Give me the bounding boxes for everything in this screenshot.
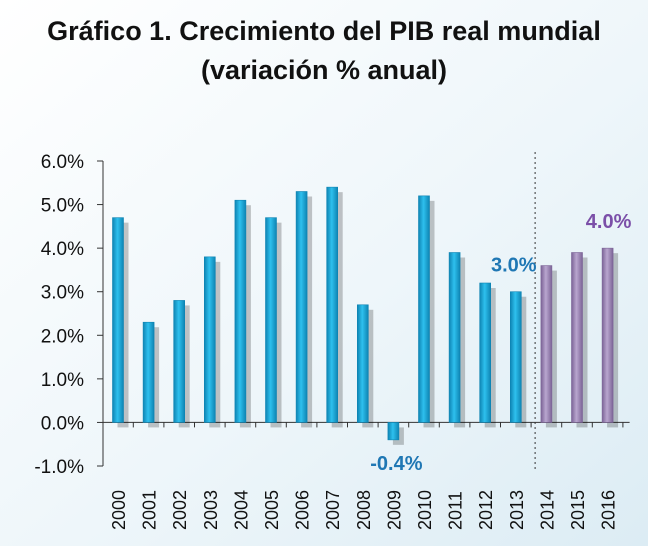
x-tick-label: 2015 [568,490,588,530]
bar-2011 [448,252,461,423]
x-tick-label: 2008 [354,490,374,530]
y-tick-label: 4.0% [41,239,84,260]
data-label-2009: -0.4% [370,453,422,475]
bar-2010 [418,195,430,423]
x-tick-label: 2000 [109,490,129,530]
y-tick-label: 0.0% [41,413,84,434]
bar-2005 [265,217,277,423]
bar-2007 [326,186,339,423]
bar-2015 [571,252,583,423]
bar-2013 [509,291,522,423]
x-tick-label: 2006 [293,490,313,530]
bar-2001 [142,321,155,423]
x-tick-label: 2011 [446,491,466,530]
x-tick-label: 2007 [323,490,343,530]
x-tick-label: 2012 [476,490,496,530]
x-tick-label: 2005 [262,490,282,530]
chart-title-line-2: (variación % anual) [201,55,447,85]
x-tick-label: 2003 [201,490,221,530]
bar-2006 [295,191,308,423]
data-label-2016: 4.0% [586,211,632,233]
data-label-2013: 3.0% [491,255,537,277]
bar-2016 [601,247,614,423]
y-tick-label: 5.0% [41,196,84,217]
x-tick-label: 2016 [599,490,619,530]
plot-area: -1.0% 0.0% 1.0% 2.0% 3.0% 4.0% 5.0% 6.0% 2000 200… [34,152,632,530]
bar-2008 [356,304,369,423]
x-tick-label: 2010 [415,490,435,530]
bar-2004 [234,199,247,423]
bar-2012 [479,282,492,423]
bar-2014 [540,265,553,423]
x-tick-label: 2002 [170,490,190,530]
x-tick-label: 2009 [384,490,404,530]
x-tick-label: 2014 [537,490,557,530]
x-tick-label: 2004 [231,490,251,530]
x-tick-label: 2001 [140,490,160,530]
y-tick-label: 3.0% [41,283,84,304]
y-tick-label: 2.0% [41,326,84,347]
y-tick-label: 1.0% [41,370,84,391]
y-tick-label: 6.0% [41,152,84,173]
bar-2009 [387,422,400,441]
bar-2003 [204,256,216,423]
y-tick-label: -1.0% [34,457,84,478]
chart-title-line-1: Gráfico 1. Crecimiento del PIB real mund… [47,16,601,46]
x-tick-label: 2013 [507,490,527,530]
bar-2002 [173,300,185,423]
bar-2000 [112,217,124,423]
